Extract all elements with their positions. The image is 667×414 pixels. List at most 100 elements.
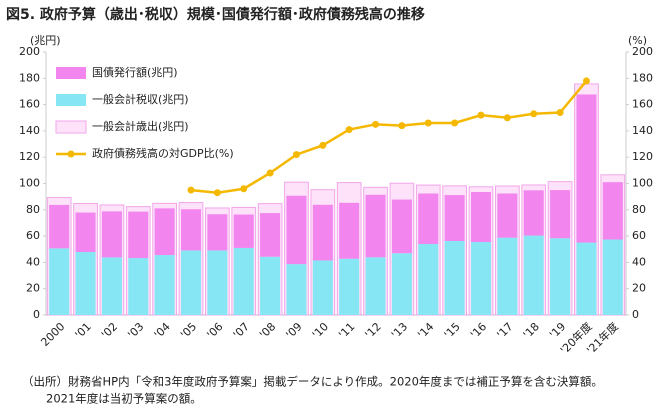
bar-segment <box>576 242 597 315</box>
x-tick-label: '05 <box>178 320 199 341</box>
y2-tick-label: 120 <box>632 150 653 163</box>
x-tick-label: '10 <box>310 320 331 341</box>
footnote: （出所）財務省HP内「令和3年度政府予算案」掲載データにより作成。2020年度ま… <box>22 375 603 389</box>
bar-segment <box>365 257 386 315</box>
bar-segment <box>49 248 70 315</box>
x-tick-label: 2000 <box>38 320 67 349</box>
bar-segment <box>550 190 571 239</box>
bar-segment <box>75 212 96 253</box>
y2-tick-label: 20 <box>632 282 646 295</box>
bar-segment <box>207 250 228 315</box>
y-tick-label: 100 <box>19 177 40 190</box>
line-marker <box>266 169 274 177</box>
x-tick-label: '03 <box>125 320 146 341</box>
bar-segment <box>75 252 96 315</box>
bar-segment <box>497 237 518 315</box>
x-tick-label: '04 <box>152 320 173 341</box>
bar-segment <box>339 202 360 259</box>
line-marker <box>530 110 538 118</box>
y-tick-label: 60 <box>26 229 40 242</box>
legend-swatch <box>56 67 86 79</box>
legend-label: 国債発行額(兆円) <box>92 65 178 79</box>
x-tick-label: '14 <box>415 320 436 341</box>
bar-segment <box>312 260 333 315</box>
bar-segment <box>154 208 175 256</box>
y-tick-label: 20 <box>26 282 40 295</box>
x-tick-label: '01 <box>73 320 94 341</box>
x-tick-label: '11 <box>336 320 357 341</box>
line-marker <box>503 114 511 122</box>
bar-segment <box>312 204 333 261</box>
bar-segment <box>470 192 492 243</box>
line <box>190 80 588 194</box>
line-marker <box>187 186 195 194</box>
x-tick-label: '15 <box>442 320 463 341</box>
bar-segment <box>602 182 623 240</box>
y2-tick-label: 160 <box>632 98 653 111</box>
legend-label: 政府債務残高の対GDP比(%) <box>92 146 234 160</box>
line-marker <box>319 141 327 149</box>
bar-segment <box>470 242 492 315</box>
line-marker <box>240 185 248 193</box>
x-tick-label: '17 <box>494 320 515 341</box>
bar-segment <box>180 209 202 251</box>
x-tick-label: '02 <box>99 320 120 341</box>
y2-tick-label: 80 <box>632 203 646 216</box>
bar-segment <box>260 213 281 257</box>
bar-segment <box>365 194 386 258</box>
x-tick-label: '19 <box>547 320 568 341</box>
x-tick-label: '08 <box>257 320 278 341</box>
x-tick-label: '07 <box>231 320 252 341</box>
bar-segment <box>101 257 122 315</box>
bar-segment <box>260 256 281 315</box>
y-tick-label: 160 <box>19 98 40 111</box>
x-tick-label: '12 <box>363 320 384 341</box>
legend-label: 一般会計歳出(兆円) <box>92 119 189 133</box>
bar-segment <box>391 199 412 254</box>
line-marker <box>292 151 300 159</box>
chart-title: 図5. 政府予算（歳出･税収）規模･国債発行額･政府債務残高の推移 <box>6 6 425 23</box>
y2-axis-label: (%) <box>628 34 647 47</box>
bar-segment <box>286 195 307 265</box>
bar-segment <box>602 239 623 315</box>
bar-segment <box>49 204 70 249</box>
bar-segment <box>523 235 544 315</box>
y-axis-label: (兆円) <box>30 34 61 47</box>
bar-segment <box>576 94 597 243</box>
legend-swatch <box>55 120 87 134</box>
bar-segment <box>128 211 149 259</box>
line-marker <box>372 120 380 128</box>
line-marker <box>477 111 485 119</box>
bar-segment <box>128 258 149 315</box>
x-tick-label: '09 <box>283 320 304 341</box>
y2-tick-label: 180 <box>632 71 653 84</box>
y2-tick-label: 60 <box>632 229 646 242</box>
bar-segment <box>339 258 360 315</box>
y2-tick-label: 0 <box>632 308 639 321</box>
y2-tick-label: 140 <box>632 124 653 137</box>
line-marker <box>582 77 590 85</box>
line-marker <box>213 189 221 197</box>
bar-segment <box>101 211 122 258</box>
bar-segment <box>180 250 202 315</box>
bar-segment <box>550 238 571 315</box>
y-tick-label: 0 <box>33 308 40 321</box>
legend-swatch <box>56 94 86 106</box>
x-tick-label: '13 <box>389 320 410 341</box>
bar-segment <box>233 214 254 248</box>
footnote: 2021年度は当初予算案の額。 <box>46 392 202 406</box>
y-tick-label: 200 <box>19 45 40 58</box>
bar-segment <box>418 243 439 315</box>
bar-segment <box>523 190 544 236</box>
bar-segment <box>444 240 465 315</box>
bar-segment <box>233 247 254 315</box>
bar-segment <box>207 214 228 251</box>
x-tick-label: '06 <box>204 320 225 341</box>
bar-segment <box>418 193 439 244</box>
line-marker <box>424 119 432 127</box>
line-marker <box>556 108 564 116</box>
bar-segment <box>286 264 307 315</box>
y2-tick-label: 200 <box>632 45 653 58</box>
line-marker <box>398 122 406 130</box>
